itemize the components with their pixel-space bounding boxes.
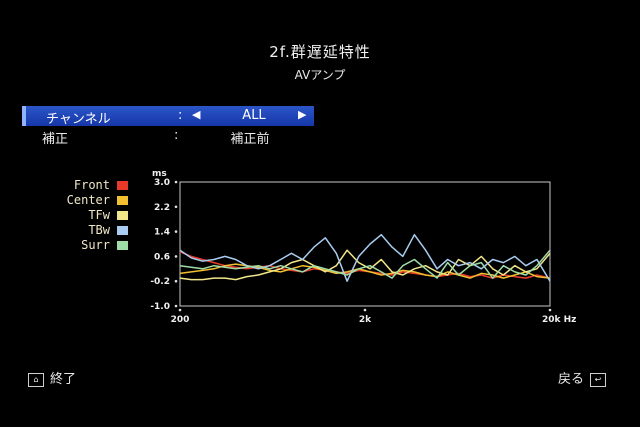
- series-line-front: [179, 251, 551, 279]
- y-tick-mark: [174, 304, 178, 308]
- y-tick-mark: [174, 180, 178, 184]
- legend-label: Center: [66, 193, 110, 207]
- series-line-surr: [179, 249, 551, 279]
- y-tick-label: 2.2: [154, 203, 170, 213]
- series-line-center: [179, 263, 551, 279]
- channel-label: チャンネル: [46, 112, 111, 127]
- correction-setting-row[interactable]: 補正 : 補正前: [22, 126, 314, 147]
- page-subtitle: AVアンプ: [294, 68, 346, 82]
- legend-label: TFw: [88, 208, 110, 222]
- legend-label: Surr: [81, 238, 110, 252]
- x-tick-mark: [363, 308, 367, 312]
- page-title: 2f.群遅延特性: [269, 43, 371, 61]
- arrow-right-icon[interactable]: ▶: [298, 108, 307, 121]
- y-tick-label: 1.4: [154, 228, 170, 238]
- separator-colon: :: [174, 128, 179, 143]
- legend-item-front: Front: [56, 178, 128, 193]
- y-tick-label: -0.2: [150, 277, 170, 287]
- legend-swatch: [117, 226, 128, 235]
- legend-label: Front: [73, 178, 110, 192]
- arrow-left-icon[interactable]: ◀: [192, 108, 201, 121]
- legend-swatch: [117, 181, 128, 190]
- legend-swatch: [117, 196, 128, 205]
- legend-item-center: Center: [56, 193, 128, 208]
- x-tick-label: 2k: [359, 315, 372, 325]
- x-tick-mark: [178, 308, 182, 312]
- y-tick-label: 0.6: [154, 252, 170, 262]
- channel-setting-row[interactable]: チャンネル : ◀ ALL ▶: [22, 106, 314, 127]
- channel-value: ALL: [242, 108, 266, 123]
- chart-legend: Front Center TFw TBw Surr: [56, 178, 128, 253]
- x-tick-label: 200: [171, 315, 190, 325]
- y-tick-mark: [174, 255, 178, 258]
- series-line-tbw: [179, 233, 551, 282]
- x-tick-mark: [548, 308, 552, 312]
- y-tick-label: 3.0: [154, 178, 170, 188]
- back-control[interactable]: 戻る ↩: [558, 368, 612, 387]
- y-tick-mark: [174, 279, 178, 283]
- exit-control[interactable]: ⌂ 終了: [22, 368, 76, 387]
- plot-frame: [179, 181, 551, 307]
- home-icon: ⌂: [28, 372, 44, 387]
- y-tick-label: -1.0: [150, 302, 170, 312]
- legend-swatch: [117, 241, 128, 250]
- y-tick-mark: [174, 205, 178, 209]
- separator-colon: :: [178, 108, 183, 123]
- legend-item-tfw: TFw: [56, 208, 128, 223]
- back-label: 戻る: [557, 372, 584, 387]
- return-icon: ↩: [590, 372, 606, 387]
- x-tick-label: 20k Hz: [542, 315, 576, 325]
- series-line-tfw: [179, 249, 551, 281]
- correction-label: 補正: [42, 132, 69, 147]
- y-axis-label: ms: [152, 169, 167, 179]
- y-tick-mark: [174, 230, 178, 233]
- legend-swatch: [117, 211, 128, 220]
- exit-label: 終了: [50, 372, 77, 387]
- legend-item-tbw: TBw: [56, 223, 128, 238]
- correction-value: 補正前: [230, 132, 270, 147]
- legend-label: TBw: [88, 223, 110, 237]
- legend-item-surr: Surr: [56, 238, 128, 253]
